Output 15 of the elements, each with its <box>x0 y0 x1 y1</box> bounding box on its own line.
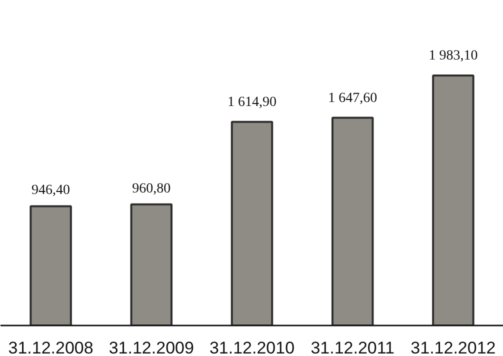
data-label: 946,40 <box>32 183 70 198</box>
bar <box>432 74 474 326</box>
data-label: 1 614,90 <box>228 94 276 110</box>
data-label: 1 647,60 <box>328 90 378 106</box>
bar <box>30 205 72 326</box>
bar <box>230 120 274 326</box>
data-label: 960,80 <box>132 181 171 196</box>
data-label: 1 983,10 <box>428 48 478 64</box>
x-tick-label: 31.12.2009 <box>108 338 194 356</box>
x-tick-label: 31.12.2010 <box>209 338 295 356</box>
bar <box>130 203 173 326</box>
x-tick-label: 31.12.2012 <box>410 338 496 356</box>
bar <box>331 116 374 326</box>
x-tick-label: 31.12.2008 <box>8 338 94 356</box>
x-tick-label: 31.12.2011 <box>310 338 395 356</box>
